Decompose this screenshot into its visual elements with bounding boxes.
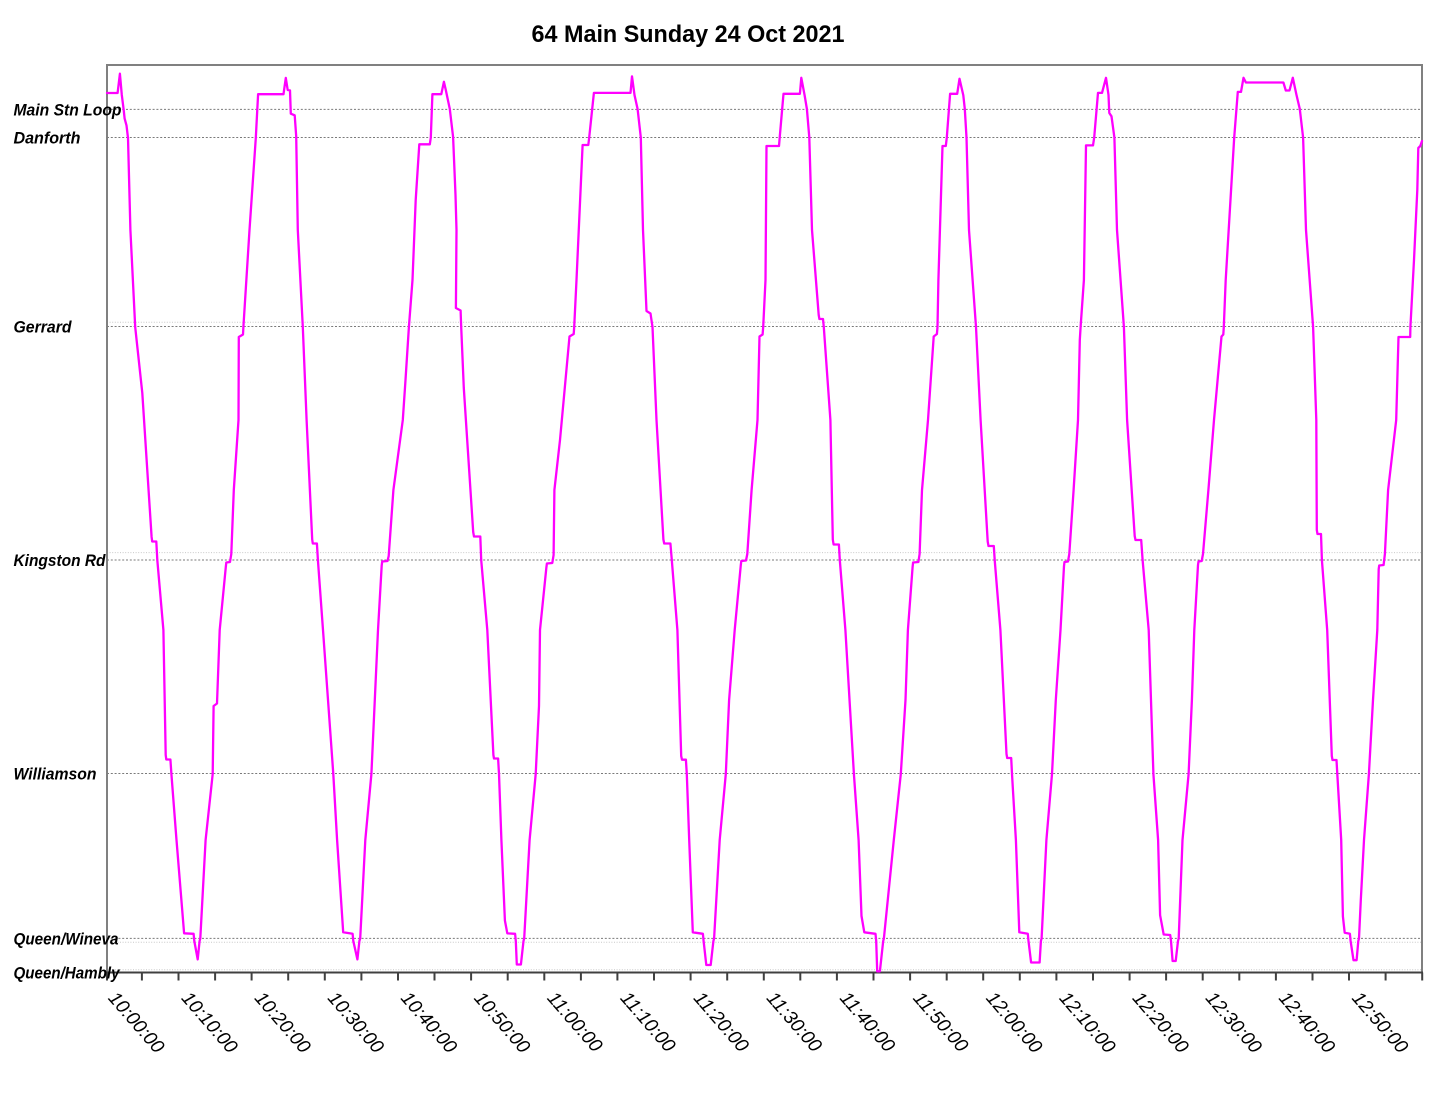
svg-text:Queen/Hambly: Queen/Hambly bbox=[14, 965, 121, 983]
svg-text:Queen/Wineva: Queen/Wineva bbox=[14, 930, 119, 948]
svg-text:Danforth: Danforth bbox=[14, 130, 81, 148]
svg-text:64 Main Sunday 24 Oct 2021: 64 Main Sunday 24 Oct 2021 bbox=[532, 21, 845, 48]
svg-text:Gerrard: Gerrard bbox=[14, 319, 73, 337]
svg-text:Main Stn Loop: Main Stn Loop bbox=[14, 101, 122, 119]
svg-text:Kingston Rd: Kingston Rd bbox=[14, 552, 107, 570]
svg-text:Williamson: Williamson bbox=[14, 766, 97, 784]
